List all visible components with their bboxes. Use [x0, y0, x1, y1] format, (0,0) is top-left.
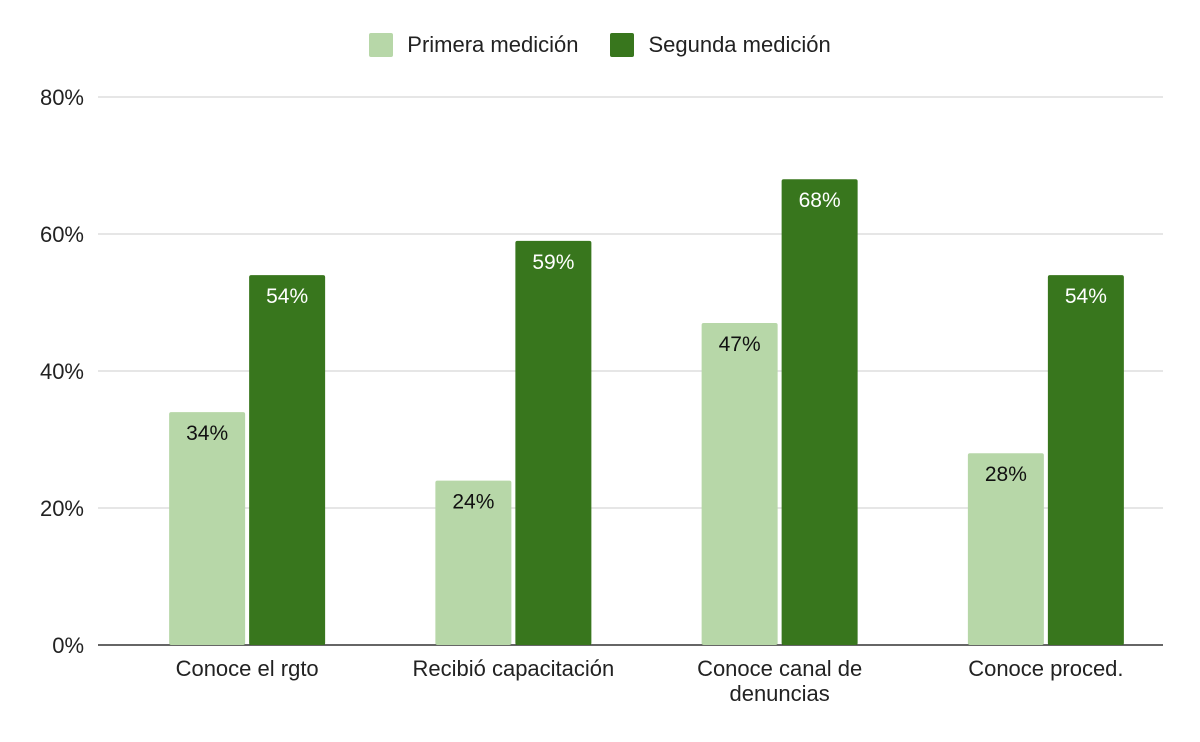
legend-swatch-segunda [610, 33, 635, 57]
data-label: 54% [1065, 285, 1107, 308]
bar-primera [701, 323, 778, 645]
x-tick-label: Conoce canal de [697, 656, 862, 681]
legend-item-segunda[interactable]: Segunda medición [610, 32, 831, 58]
data-label: 28% [985, 463, 1027, 486]
x-tick-label: Conoce proced. [968, 656, 1123, 681]
data-label: 34% [186, 422, 228, 445]
legend-item-primera[interactable]: Primera medición [369, 32, 578, 58]
data-label: 54% [266, 285, 308, 308]
data-label: 59% [532, 251, 574, 274]
data-label: 47% [719, 333, 761, 356]
legend-label-segunda: Segunda medición [648, 32, 831, 57]
x-tick-label: Recibió capacitación [412, 656, 614, 681]
bar-segunda [515, 240, 592, 645]
y-tick-label: 40% [40, 359, 84, 384]
x-tick-label: Conoce el rgto [176, 656, 319, 681]
bar-segunda [249, 275, 326, 645]
y-tick-label: 60% [40, 222, 84, 247]
data-label: 24% [452, 491, 494, 514]
x-tick-label: denuncias [729, 681, 829, 706]
y-tick-label: 0% [52, 633, 84, 658]
bar-primera [967, 453, 1044, 645]
legend-label-primera: Primera medición [407, 32, 579, 57]
bar-primera [169, 412, 246, 645]
y-tick-label: 80% [40, 85, 84, 110]
bar-segunda [781, 179, 858, 645]
bar-primera [435, 480, 512, 645]
bar-segunda [1047, 275, 1124, 645]
legend: Primera medición Segunda medición [0, 32, 1200, 58]
y-tick-label: 20% [40, 496, 84, 521]
legend-swatch-primera [369, 33, 394, 57]
data-label: 68% [799, 189, 841, 212]
